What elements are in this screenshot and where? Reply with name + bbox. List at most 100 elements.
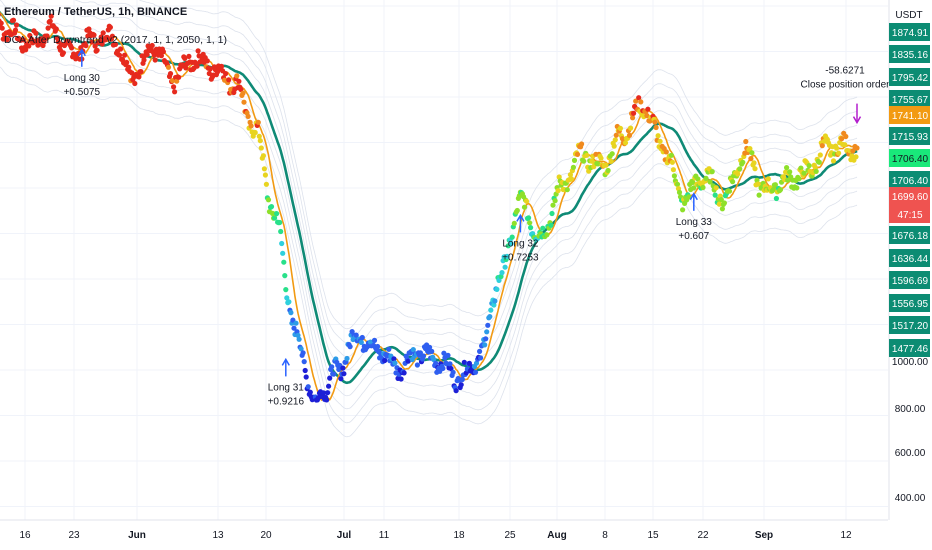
time-tick-label: 15	[647, 530, 659, 541]
price-badge	[889, 127, 930, 145]
price-mark	[740, 159, 746, 165]
price-mark	[555, 188, 561, 194]
price-mark	[794, 185, 800, 191]
price-mark	[165, 64, 172, 70]
price-mark	[401, 370, 407, 376]
price-mark	[749, 150, 755, 156]
price-mark	[429, 348, 435, 354]
price-mark	[564, 187, 570, 193]
entry-arrow-head	[77, 48, 86, 57]
price-mark	[528, 225, 534, 231]
price-mark	[0, 13, 1, 17]
price-badge-label: 1795.42	[892, 73, 929, 84]
price-mark	[327, 375, 333, 381]
price-mark	[477, 348, 483, 354]
price-mark	[655, 133, 661, 139]
price-mark	[849, 153, 855, 159]
price-mark	[338, 376, 344, 382]
price-mark	[371, 337, 378, 343]
price-badge	[889, 23, 930, 41]
price-mark	[279, 240, 285, 247]
time-tick-label: 12	[840, 530, 852, 541]
price-mark	[842, 142, 848, 148]
price-mark	[91, 32, 97, 38]
trade-label: Long 32	[502, 238, 539, 249]
price-mark	[839, 136, 845, 142]
price-mark	[574, 151, 581, 157]
price-mark	[854, 145, 860, 151]
time-tick-label: Jul	[337, 530, 352, 541]
trade-label: Long 30	[64, 73, 101, 84]
price-mark	[482, 342, 488, 348]
price-mark	[712, 192, 718, 198]
trade-profit: +0.607	[678, 231, 709, 242]
price-mark	[611, 143, 617, 149]
price-mark	[747, 146, 753, 152]
price-badge	[889, 226, 930, 244]
price-mark	[540, 225, 546, 231]
price-mark	[473, 360, 480, 366]
price-mark	[300, 350, 306, 356]
price-mark	[613, 132, 619, 138]
price-mark	[256, 133, 262, 139]
entry-arrow-head	[516, 213, 525, 222]
price-mark	[756, 192, 762, 198]
trade-profit: +0.9216	[268, 396, 305, 407]
price-mark	[433, 360, 439, 366]
trade-label: Long 33	[676, 217, 713, 228]
price-mark	[498, 273, 504, 280]
trade-annotations: Long 30 +0.5075 Long 31 +0.9216 Long 32 +0.72…	[64, 48, 890, 407]
price-mark	[707, 179, 713, 185]
price-mark	[375, 343, 381, 350]
trade-label: Long 31	[268, 382, 305, 393]
price-tick-label: 400.00	[895, 493, 926, 504]
price-mark	[141, 57, 147, 63]
price-mark	[236, 78, 242, 84]
price-mark	[549, 210, 555, 217]
price-mark	[638, 99, 644, 105]
price-mark	[258, 145, 264, 151]
price-mark	[298, 346, 304, 352]
price-mark	[834, 145, 840, 151]
price-mark	[158, 53, 164, 59]
price-mark	[787, 169, 793, 175]
price-mark	[44, 33, 50, 39]
price-mark	[609, 151, 615, 157]
price-mark	[523, 198, 530, 204]
price-mark	[83, 43, 89, 49]
trade-label: -58.6271	[825, 66, 865, 77]
price-mark	[99, 41, 105, 47]
price-mark	[595, 161, 601, 167]
price-mark	[737, 166, 743, 172]
price-mark	[466, 360, 472, 366]
indicator-legend[interactable]: DCA After Downtrend v2 (2017, 1, 1, 2050…	[4, 34, 227, 46]
price-mark	[303, 374, 309, 380]
price-mark	[817, 152, 823, 158]
price-mark	[504, 253, 510, 259]
price-mark	[391, 356, 397, 362]
price-mark	[735, 171, 741, 177]
trade-annotation: -58.6271 Close position order	[801, 66, 890, 125]
price-mark	[657, 138, 663, 144]
price-mark	[487, 314, 493, 320]
price-mark	[392, 360, 398, 366]
price-mark	[149, 42, 155, 49]
price-mark	[552, 198, 558, 204]
price-mark	[453, 388, 459, 394]
price-mark	[836, 150, 842, 156]
price-mark	[700, 184, 706, 191]
price-mark	[458, 382, 464, 388]
price-mark	[690, 179, 696, 185]
price-mark	[584, 152, 590, 158]
time-tick-label: Aug	[547, 530, 566, 541]
price-mark	[671, 173, 678, 179]
time-tick-label: 23	[68, 530, 80, 541]
price-mark	[89, 39, 95, 45]
price-mark	[751, 160, 757, 166]
price-mark	[92, 43, 98, 49]
price-mark	[340, 365, 346, 371]
price-mark	[107, 24, 113, 30]
price-mark	[830, 158, 837, 164]
price-mark	[478, 355, 484, 361]
